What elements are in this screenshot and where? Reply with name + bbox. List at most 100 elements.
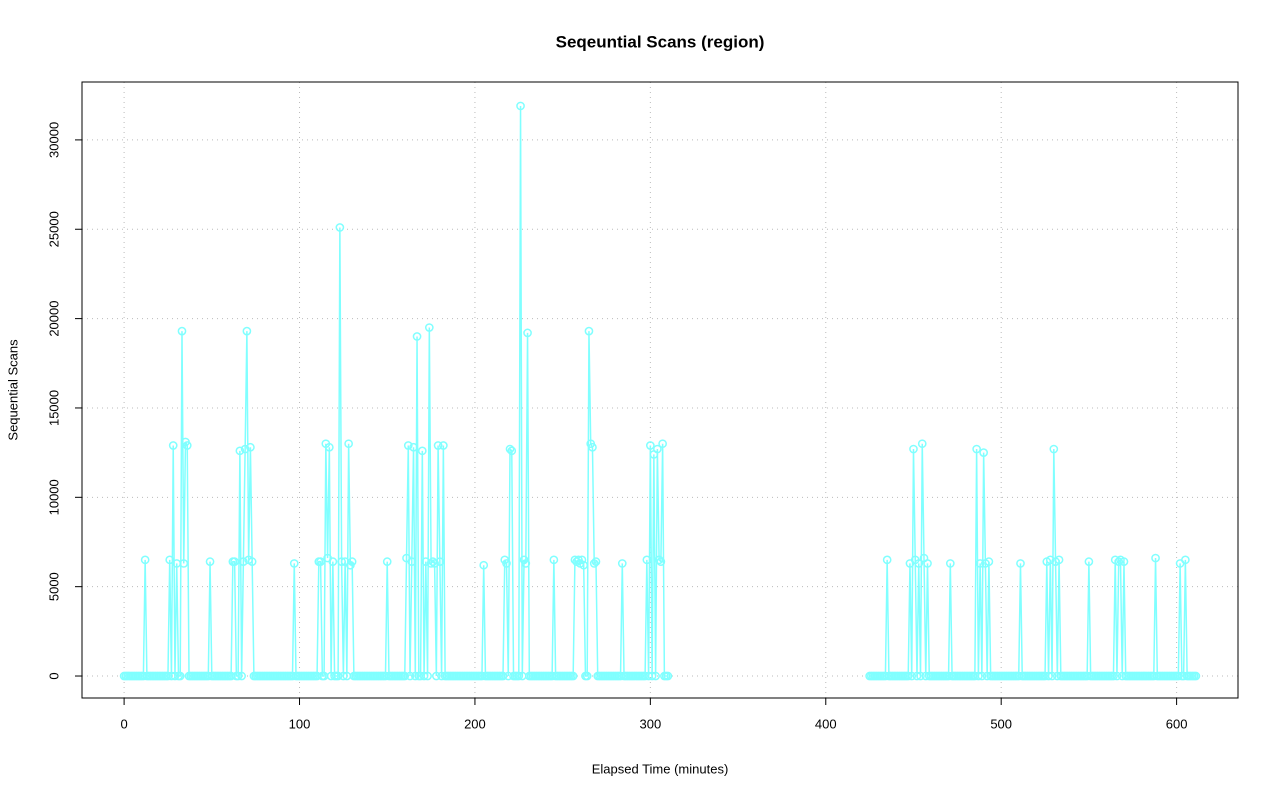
data-point <box>589 559 599 568</box>
data-point <box>412 332 422 341</box>
data-point <box>549 555 559 565</box>
data-point <box>344 439 353 449</box>
data-point <box>431 671 441 681</box>
data-point <box>316 557 325 566</box>
data-point <box>407 557 417 566</box>
data-point <box>1112 671 1122 681</box>
data-point <box>400 671 410 681</box>
data-point <box>505 444 515 454</box>
data-point <box>239 557 248 566</box>
data-point <box>170 671 180 681</box>
plot-frame <box>81 81 1239 699</box>
data-point <box>1084 557 1094 566</box>
data-point <box>423 671 432 681</box>
data-point <box>977 671 987 681</box>
data-point <box>979 448 988 457</box>
data-point <box>972 444 981 454</box>
data-point <box>568 671 578 681</box>
data-point <box>1054 555 1064 565</box>
x-tick-label: 300 <box>640 716 662 731</box>
x-tick-label: 100 <box>289 716 311 731</box>
data-point <box>909 444 918 454</box>
data-point <box>233 671 243 681</box>
data-point <box>237 671 246 681</box>
data-point <box>339 671 348 681</box>
data-point <box>177 326 187 336</box>
data-point <box>882 555 892 565</box>
data-point <box>916 671 925 681</box>
data-point <box>347 557 357 566</box>
data-point <box>912 671 922 681</box>
plot-area <box>119 101 1201 681</box>
data-point <box>579 560 589 570</box>
data-point <box>663 671 673 681</box>
data-point <box>168 441 178 450</box>
data-point <box>1016 559 1025 568</box>
data-point <box>653 444 662 454</box>
data-point <box>410 671 420 681</box>
data-point <box>642 555 652 565</box>
data-point <box>1044 671 1053 681</box>
data-point <box>435 557 445 566</box>
y-tick-label: 15000 <box>46 390 61 426</box>
y-tick-label: 5000 <box>46 572 61 601</box>
data-point <box>424 323 434 332</box>
data-point <box>182 441 192 450</box>
data-point <box>179 559 189 568</box>
data-point <box>235 446 245 456</box>
data-point <box>1047 671 1057 681</box>
data-point <box>230 557 239 566</box>
data-point <box>1119 557 1129 566</box>
data-point <box>658 439 667 449</box>
data-point <box>1049 444 1059 454</box>
data-point <box>923 559 932 568</box>
data-point <box>439 441 448 450</box>
x-tick-label: 200 <box>464 716 486 731</box>
data-point <box>140 555 150 565</box>
data-point <box>430 559 439 568</box>
data-point <box>984 557 994 566</box>
data-point <box>516 101 525 111</box>
data-point <box>523 328 532 338</box>
data-point <box>289 559 299 568</box>
data-point <box>588 442 597 452</box>
y-tick-label: 25000 <box>46 211 61 247</box>
data-point <box>333 671 343 681</box>
data-point <box>337 557 346 566</box>
y-axis-label: Sequential Scans <box>5 339 20 441</box>
y-tick-label: 20000 <box>46 301 61 337</box>
chart-title: Seqeuntial Scans (region) <box>556 32 765 51</box>
data-point <box>426 559 436 568</box>
data-point <box>617 559 627 568</box>
data-point <box>324 442 334 452</box>
data-point <box>1181 555 1190 565</box>
data-point <box>577 555 587 565</box>
data-point <box>1191 671 1201 681</box>
data-point <box>419 671 429 681</box>
data-point <box>246 442 255 452</box>
data-point <box>917 439 927 449</box>
data-point <box>1045 555 1055 565</box>
x-tick-label: 0 <box>120 716 127 731</box>
data-point <box>647 671 657 681</box>
data-point <box>903 671 913 681</box>
data-point <box>242 326 252 336</box>
data-point <box>654 555 664 565</box>
x-axis-label: Elapsed Time (minutes) <box>592 761 729 776</box>
data-point <box>582 671 592 681</box>
data-point <box>974 671 983 681</box>
data-point <box>175 671 185 681</box>
grid: 0 100 200 300 400 500 600 0 5000 10000 15000 20000 2… <box>46 82 1238 731</box>
data-point <box>405 671 415 681</box>
x-tick-label: 600 <box>1166 716 1188 731</box>
data-point <box>591 557 601 566</box>
data-point <box>907 671 917 681</box>
data-point <box>328 557 338 566</box>
data-point <box>382 557 392 566</box>
data-point <box>403 441 413 450</box>
data-point <box>945 559 955 568</box>
x-tick-label: 400 <box>815 716 837 731</box>
data-point <box>1151 553 1160 563</box>
